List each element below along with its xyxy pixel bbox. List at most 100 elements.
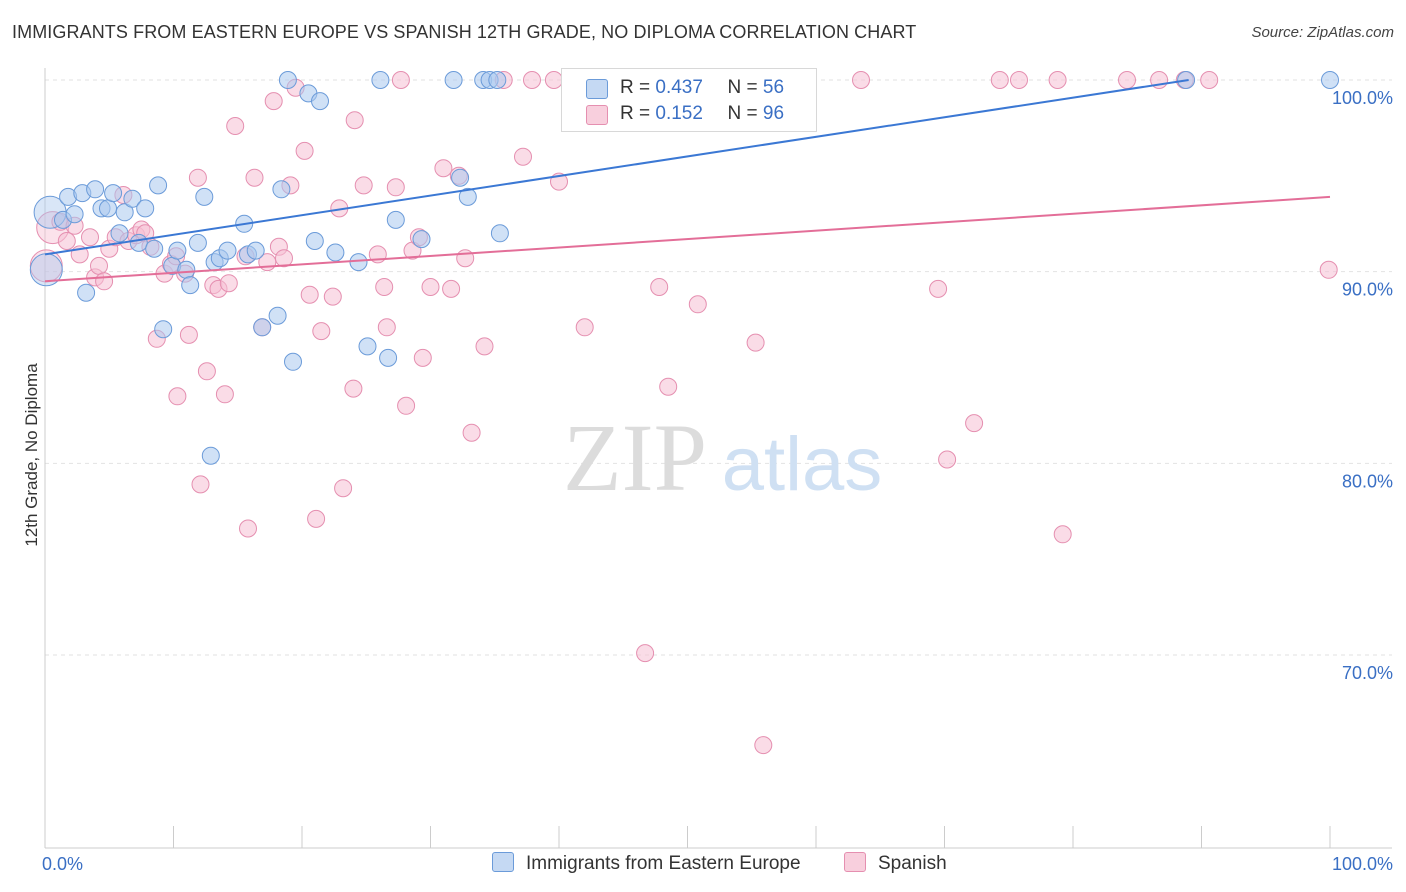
spanish-point-61 [413,348,432,367]
watermark: ZIP atlas [563,404,882,511]
axes [44,68,1392,849]
bottom-legend-label-spanish: Spanish [878,853,947,874]
eastern-europe-point-53 [490,224,509,243]
eastern-europe-point-9 [99,199,117,218]
y-tick-label-100: 100.0% [1332,88,1393,108]
spanish-point-9 [95,272,114,291]
spanish-point-35 [245,168,264,187]
spanish-point-27 [197,362,216,381]
spanish-point-40 [275,249,293,268]
eastern-europe-point-23 [188,233,207,252]
spanish-point-75 [575,318,594,337]
spanish-point-34 [239,519,257,538]
spanish-point-98 [1319,260,1338,279]
eastern-europe-point-47 [444,71,463,89]
spanish-point-38 [264,92,283,111]
spanish-point-63 [434,159,453,178]
spanish-point-57 [391,71,410,89]
source-label: Source: ZipAtlas.com [1251,24,1394,41]
eastern-europe-point-15 [136,199,155,218]
bottom-legend-spanish: Spanish [844,852,947,875]
eastern-europe-point-14 [129,233,148,252]
y-tick-label-90: 90.0% [1342,280,1393,300]
eastern-europe-point-48 [451,168,470,187]
eastern-europe-point-44 [379,348,398,367]
spanish-point-55 [377,318,396,337]
watermark-atlas: atlas [722,422,883,507]
spanish-point-83 [746,333,765,352]
spanish-point-46 [312,322,331,341]
spanish-point-67 [462,423,481,442]
spanish-point-71 [523,71,541,89]
spanish-point-93 [1053,525,1072,544]
spanish-point-77 [636,644,655,663]
eastern-europe-point-16 [145,239,164,258]
spanish-point-49 [334,479,353,498]
spanish-point-32 [226,117,245,135]
grid-lines [45,79,1392,656]
legend-r-value-2: 0.152 [655,103,703,124]
spanish-point-26 [191,475,210,494]
spanish-point-58 [397,396,416,415]
eastern-europe-point-25 [201,446,220,465]
x-tick-label-100: 100.0% [1332,854,1393,874]
spanish-point-80 [659,377,678,396]
spanish-point-94 [1118,71,1136,89]
spanish-point-56 [386,178,405,197]
chart-title: IMMIGRANTS FROM EASTERN EUROPE VS SPANIS… [12,22,917,42]
spanish-point-30 [215,385,234,404]
spanish-point-84 [754,736,773,755]
spanish-trend-line [44,195,1331,283]
spanish-point-8 [90,256,108,275]
spanish-point-97 [1200,71,1219,89]
legend-n-value-2: 96 [762,103,785,124]
spanish-point-44 [300,285,319,304]
spanish-point-6 [81,228,99,247]
eastern-europe-point-52 [488,71,507,89]
eastern-europe-point-10 [104,184,123,203]
spanish-point-79 [650,278,669,296]
bottom-legend-swatch-blue [492,852,514,872]
spanish-point-52 [354,176,373,195]
spanish-point-50 [344,379,363,398]
eastern-europe-point-32 [253,318,272,337]
eastern-europe-points [29,71,1339,465]
spanish-point-62 [421,278,440,296]
spanish-point-87 [929,279,948,298]
spanish-point-24 [179,325,198,344]
eastern-europe-point-13 [123,189,142,208]
spanish-point-43 [295,141,314,160]
eastern-europe-point-34 [272,180,291,199]
spanish-point-92 [1048,71,1067,89]
y-axis-label: 12th Grade, No Diploma [22,363,41,547]
eastern-europe-point-4 [65,205,84,224]
eastern-europe-point-31 [246,241,265,260]
eastern-europe-point-7 [86,180,105,199]
spanish-point-90 [990,71,1009,89]
spanish-point-31 [219,274,238,293]
spanish-point-47 [323,287,342,306]
eastern-europe-point-28 [218,241,237,260]
legend-n-label-2: N = [727,103,758,124]
bottom-legend-label-eastern-europe: Immigrants from Eastern Europe [526,853,801,874]
spanish-point-68 [475,337,494,356]
bottom-legend-swatch-pink [844,852,866,872]
spanish-point-88 [938,450,957,469]
spanish-point-81 [688,295,707,314]
eastern-europe-point-46 [412,230,431,249]
bottom-legend-eastern-europe: Immigrants from Eastern Europe [492,852,801,875]
eastern-europe-point-39 [305,232,324,250]
tick-labels: 70.0% 80.0% 90.0% 100.0% 0.0% 100.0% [42,88,1393,874]
spanish-point-3 [57,232,76,250]
y-tick-label-70: 70.0% [1342,663,1393,683]
eastern-europe-point-24 [195,187,214,206]
eastern-europe-point-35 [284,352,302,371]
eastern-europe-point-20 [168,241,187,260]
eastern-europe-point-21 [177,260,196,279]
eastern-europe-point-17 [149,176,168,195]
spanish-point-86 [852,71,870,89]
eastern-europe-trend-line [44,79,1189,256]
spanish-point-89 [965,414,984,433]
eastern-europe-point-55 [1321,71,1339,89]
legend-r-label-2: R = [620,103,651,124]
